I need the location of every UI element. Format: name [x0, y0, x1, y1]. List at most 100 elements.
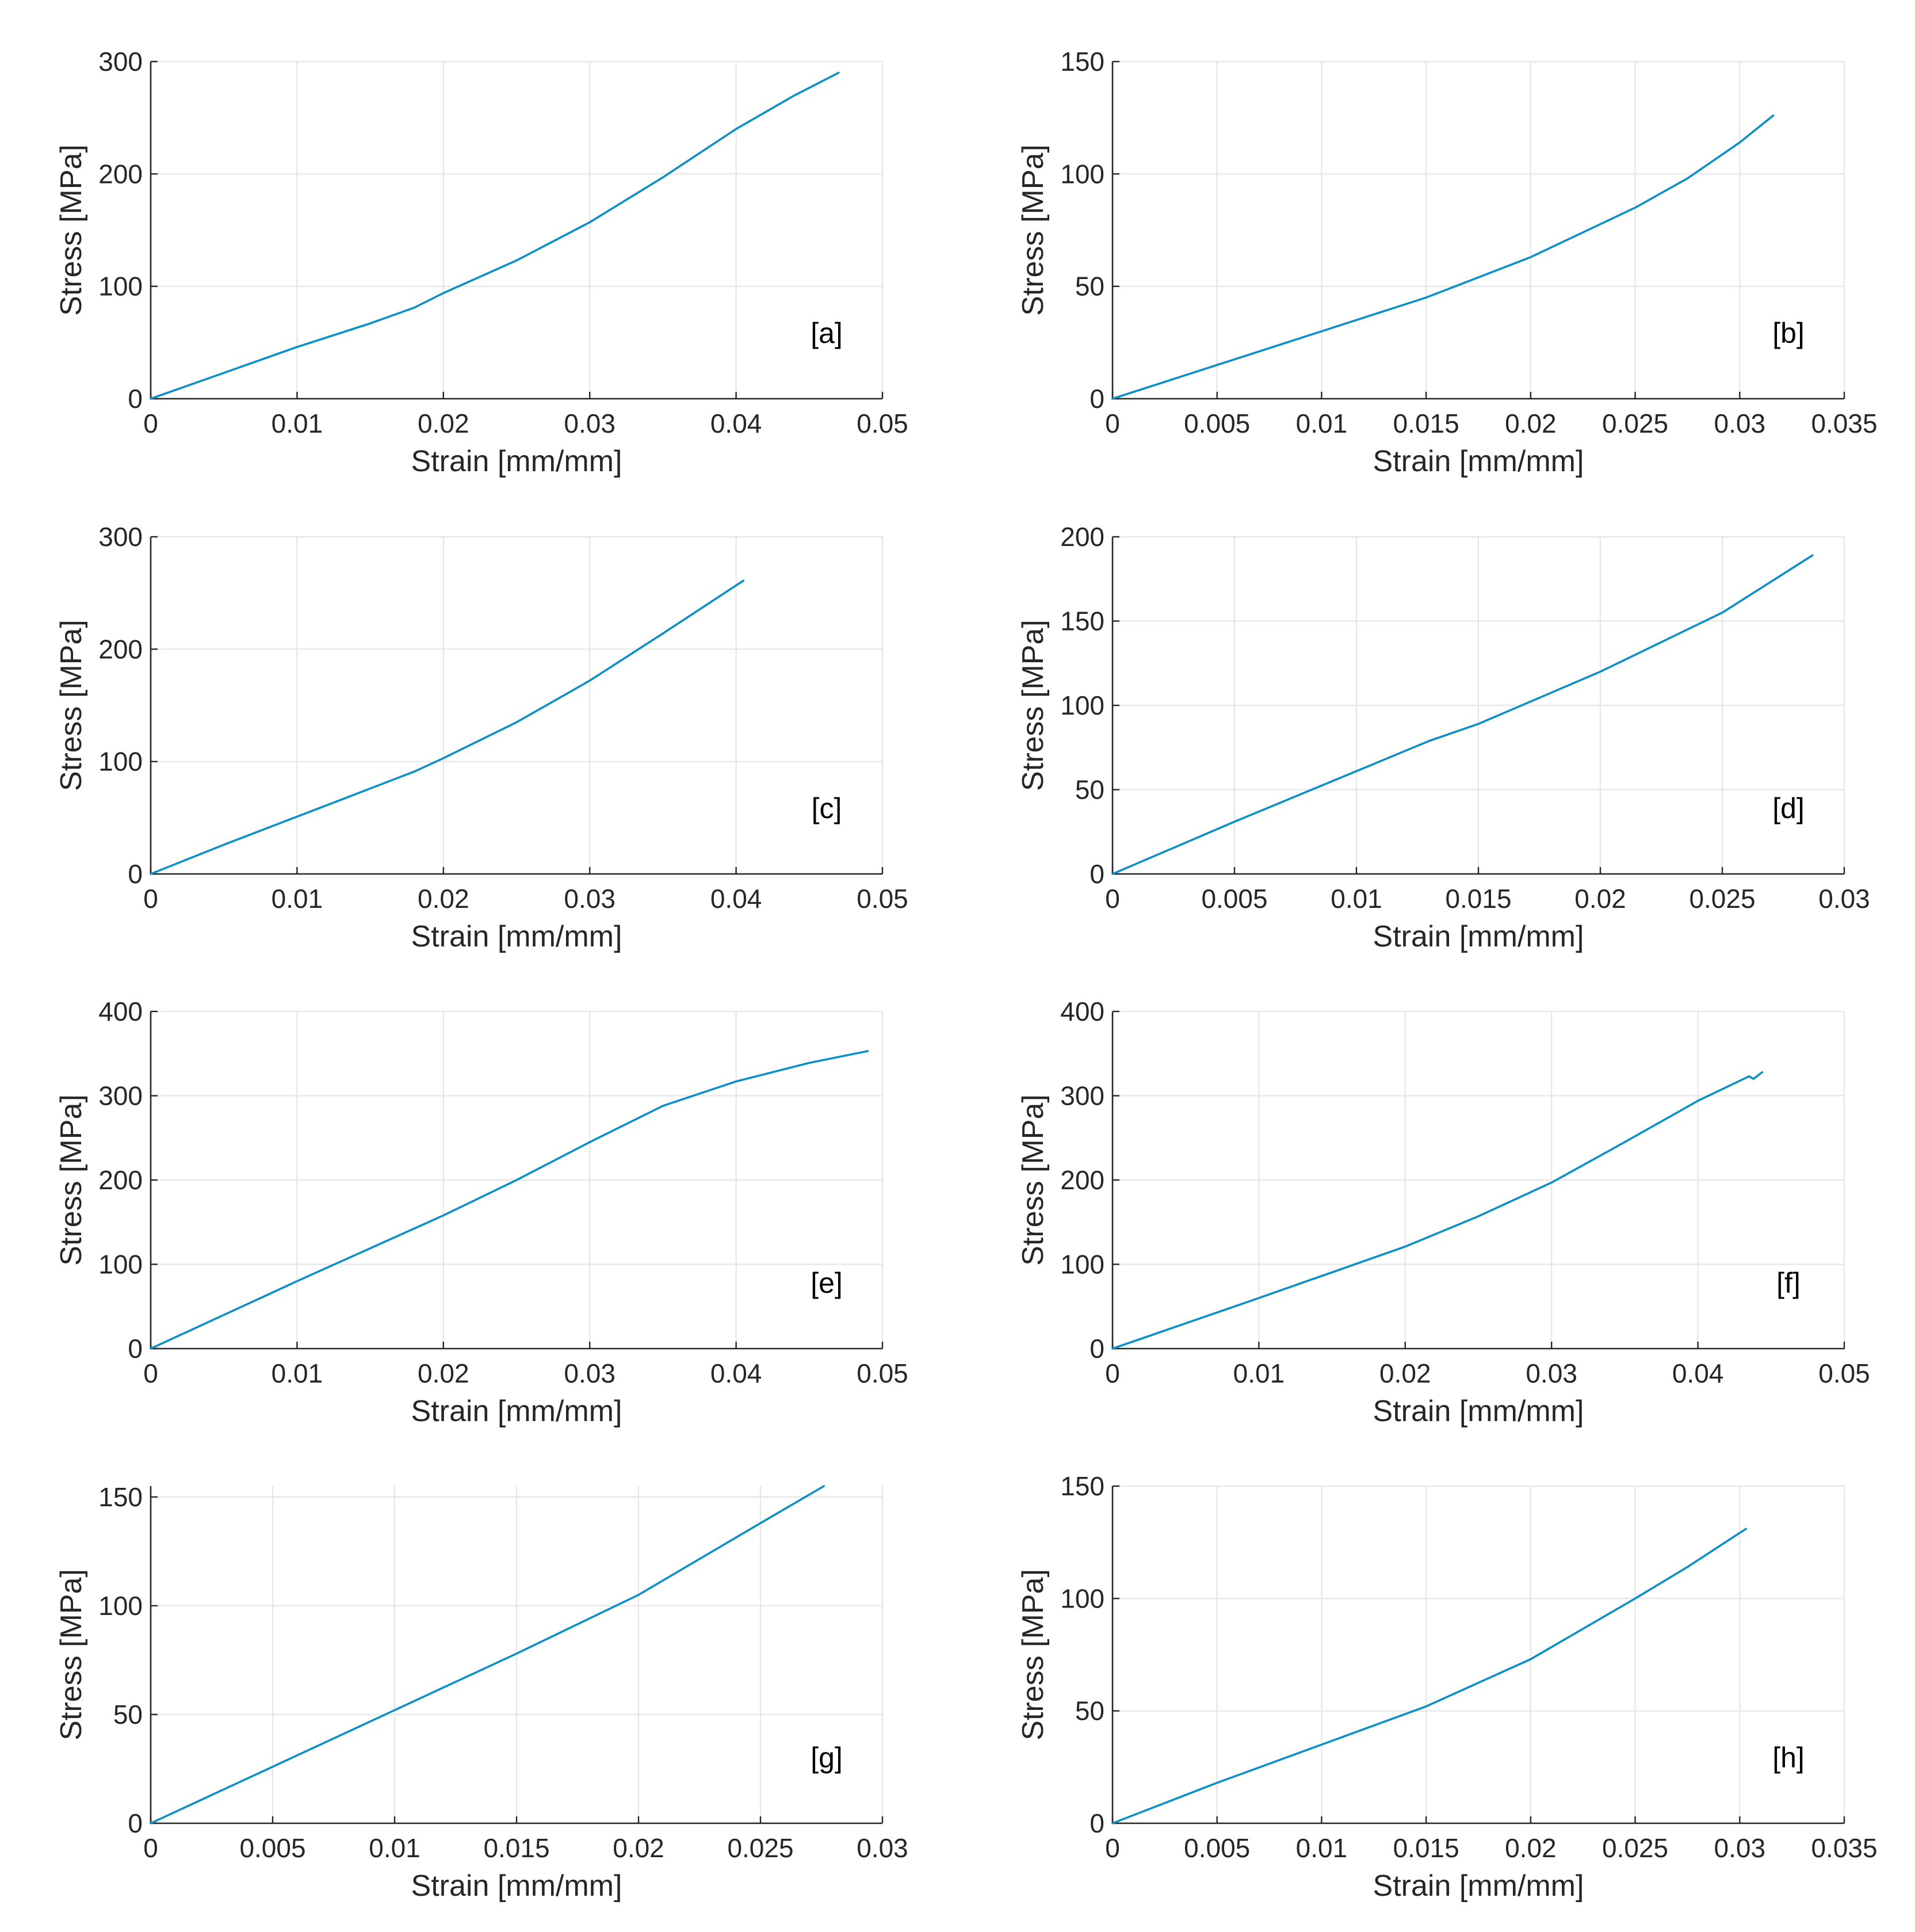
x-tick-label: 0	[143, 408, 158, 438]
y-tick-label: 100	[98, 1591, 143, 1621]
y-tick-label: 400	[1060, 996, 1104, 1026]
y-tick-label: 0	[128, 1334, 143, 1364]
x-tick-label: 0	[143, 884, 158, 914]
x-tick-label: 0.01	[272, 1358, 323, 1388]
x-tick-label: 0.04	[710, 1358, 762, 1388]
y-tick-label: 0	[128, 1808, 143, 1838]
stress-strain-curve	[1111, 1071, 1764, 1350]
y-tick-label: 100	[1060, 690, 1104, 720]
x-tick-label: 0.035	[1811, 1833, 1877, 1863]
x-tick-label: 0.02	[1574, 884, 1626, 914]
y-tick-label: 150	[1060, 47, 1104, 77]
y-tick-label: 0	[1090, 1334, 1104, 1364]
panel-label: [h]	[1772, 1742, 1805, 1774]
x-tick-label: 0.03	[564, 408, 616, 438]
panel-label: [e]	[811, 1267, 843, 1299]
stress-strain-curve	[150, 71, 840, 400]
y-tick-label: 150	[1060, 1471, 1104, 1501]
panel-label: [g]	[811, 1742, 843, 1774]
x-tick-label: 0.02	[418, 1358, 469, 1388]
y-tick-label: 50	[1075, 272, 1104, 301]
y-tick-label: 200	[1060, 522, 1104, 552]
y-axis-title: Stress [MPa]	[1016, 1569, 1050, 1740]
chart-panel-3: 0 0.01 0.02 0.03 0.04 0.05 0 100 200 300 Strain [m…	[55, 522, 908, 953]
x-tick-label: 0.01	[1331, 884, 1382, 914]
y-axis-title: Stress [MPa]	[55, 620, 88, 791]
y-tick-label: 300	[98, 47, 143, 77]
y-tick-label: 200	[98, 634, 143, 664]
x-tick-label: 0.02	[1505, 408, 1557, 438]
x-tick-label: 0.03	[564, 1358, 616, 1388]
chart-panel-2: 0 0.005 0.01 0.015 0.02 0.025 0.03 0.035 0 50 100 1…	[1016, 47, 1878, 478]
x-tick-label: 0.01	[272, 408, 323, 438]
x-tick-label: 0.015	[483, 1833, 549, 1863]
x-tick-label: 0.01	[369, 1833, 421, 1863]
y-tick-label: 150	[98, 1482, 143, 1512]
y-tick-label: 50	[1075, 1696, 1104, 1726]
x-tick-label: 0.005	[1184, 408, 1250, 438]
y-axis-title: Stress [MPa]	[1016, 144, 1050, 316]
x-tick-label: 0.04	[710, 884, 762, 914]
x-axis-title: Strain [mm/mm]	[411, 1395, 622, 1428]
x-axis-title: Strain [mm/mm]	[1373, 1395, 1584, 1428]
y-tick-label: 400	[98, 996, 143, 1026]
y-tick-label: 0	[1090, 384, 1104, 414]
stress-strain-curve	[150, 1485, 825, 1824]
y-tick-label: 100	[98, 272, 143, 301]
y-tick-label: 200	[98, 159, 143, 189]
y-tick-label: 0	[1090, 859, 1104, 889]
chart-panel-6: 0 0.01 0.02 0.03 0.04 0.05 0 100 200 300 400 Strain…	[1016, 996, 1870, 1428]
x-axis-title: Strain [mm/mm]	[1373, 1869, 1584, 1903]
chart-panel-5: 0 0.01 0.02 0.03 0.04 0.05 0 100 200 300 400 Strain…	[55, 996, 908, 1428]
x-tick-label: 0.05	[857, 408, 908, 438]
y-axis-title: Stress [MPa]	[1016, 620, 1050, 791]
x-tick-label: 0.01	[1233, 1358, 1285, 1388]
x-tick-label: 0.01	[1296, 1833, 1348, 1863]
y-axis-title: Stress [MPa]	[55, 144, 88, 316]
x-tick-label: 0.035	[1811, 408, 1877, 438]
x-tick-label: 0.015	[1393, 1833, 1459, 1863]
x-tick-label: 0.03	[1714, 408, 1766, 438]
y-tick-label: 0	[128, 859, 143, 889]
y-tick-label: 200	[1060, 1165, 1104, 1195]
y-tick-label: 300	[98, 1081, 143, 1111]
x-axis-title: Strain [mm/mm]	[411, 1869, 622, 1903]
x-tick-label: 0.015	[1445, 884, 1511, 914]
x-tick-label: 0.03	[1526, 1358, 1577, 1388]
x-tick-label: 0	[1105, 884, 1120, 914]
y-tick-label: 50	[1075, 775, 1104, 805]
x-tick-label: 0.02	[613, 1833, 664, 1863]
stress-strain-curve	[1111, 554, 1814, 875]
x-tick-label: 0.005	[1201, 884, 1267, 914]
x-tick-label: 0.015	[1393, 408, 1459, 438]
x-tick-label: 0	[1105, 1833, 1120, 1863]
y-tick-label: 300	[98, 522, 143, 552]
y-tick-label: 0	[128, 384, 143, 414]
chart-panel-8: 0 0.005 0.01 0.015 0.02 0.025 0.03 0.035 0 50 100 1…	[1016, 1471, 1878, 1903]
stress-strain-curve	[150, 579, 745, 875]
chart-panel-7: 0 0.005 0.01 0.015 0.02 0.025 0.03 0 50 100 150 Str…	[55, 1482, 908, 1903]
x-tick-label: 0.05	[857, 884, 908, 914]
panel-label: [c]	[812, 792, 842, 824]
x-tick-label: 0.05	[857, 1358, 908, 1388]
y-tick-label: 150	[1060, 606, 1104, 636]
x-tick-label: 0	[143, 1358, 158, 1388]
x-tick-label: 0.005	[1184, 1833, 1250, 1863]
x-tick-label: 0.05	[1818, 1358, 1870, 1388]
x-tick-label: 0.025	[727, 1833, 793, 1863]
x-axis-title: Strain [mm/mm]	[1373, 445, 1584, 478]
panel-label: [a]	[811, 317, 843, 349]
stress-strain-curve	[150, 1050, 869, 1350]
x-tick-label: 0.03	[857, 1833, 908, 1863]
stress-strain-curve	[1111, 114, 1775, 400]
y-axis-title: Stress [MPa]	[55, 1094, 88, 1266]
x-tick-label: 0.03	[1714, 1833, 1766, 1863]
x-tick-label: 0.02	[418, 408, 469, 438]
x-tick-label: 0.01	[1296, 408, 1348, 438]
x-tick-label: 0.025	[1602, 408, 1668, 438]
panel-label: [b]	[1772, 317, 1805, 349]
x-tick-label: 0.02	[1505, 1833, 1557, 1863]
x-axis-title: Strain [mm/mm]	[1373, 920, 1584, 953]
x-axis-title: Strain [mm/mm]	[411, 445, 622, 478]
x-tick-label: 0.01	[272, 884, 323, 914]
